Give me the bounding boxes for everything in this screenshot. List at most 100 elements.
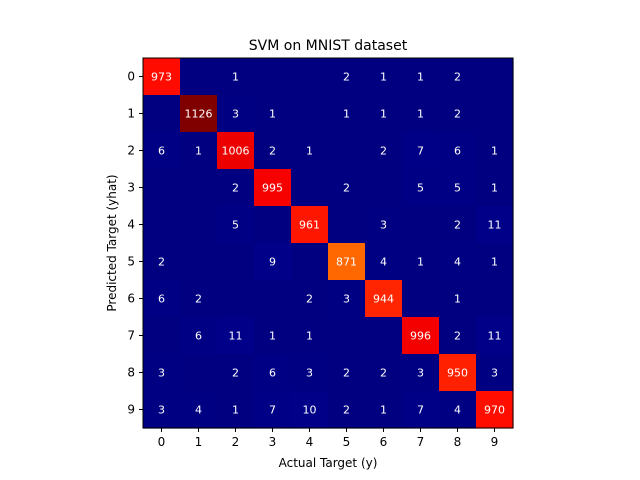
cell-value-label: 7 (417, 145, 424, 158)
cell-value-label: 4 (454, 404, 461, 417)
y-tick-label: 6 (127, 292, 135, 306)
cell-value-label: 2 (454, 71, 461, 84)
cell-value-label: 1 (232, 404, 239, 417)
cell-value-label: 1 (491, 256, 498, 269)
heatmap-cell (180, 206, 218, 244)
heatmap-cell (439, 95, 477, 133)
heatmap-cell (291, 169, 329, 207)
cell-value-label: 1 (232, 71, 239, 84)
cell-value-label: 1 (417, 108, 424, 121)
cell-value-label: 5 (232, 219, 239, 232)
x-tick-label: 9 (491, 435, 499, 449)
heatmap-cell (328, 354, 366, 392)
heatmap-cell (291, 280, 329, 318)
heatmap-cell (217, 95, 255, 133)
cell-value-label: 6 (269, 367, 276, 380)
cell-value-label: 1 (269, 108, 276, 121)
heatmap-cell (254, 132, 292, 170)
heatmap-cell (291, 95, 329, 133)
cell-value-label: 3 (158, 367, 165, 380)
heatmap-cell (476, 354, 514, 392)
heatmap-cell (402, 391, 440, 429)
heatmap-cell (143, 132, 181, 170)
heatmap-cell (402, 280, 440, 318)
cell-value-label: 1126 (185, 108, 213, 121)
cell-value-label: 3 (380, 219, 387, 232)
cell-value-label: 2 (306, 293, 313, 306)
heatmap-cell (217, 317, 255, 355)
heatmap-cell (180, 58, 218, 96)
cell-value-label: 1 (195, 145, 202, 158)
cell-value-label: 961 (299, 219, 320, 232)
cell-value-label: 3 (343, 293, 350, 306)
heatmap-cell (402, 354, 440, 392)
y-tick-label: 4 (127, 218, 135, 232)
heatmap-cell (365, 391, 403, 429)
x-tick-label: 0 (158, 435, 166, 449)
cell-value-label: 2 (343, 182, 350, 195)
x-tick-label: 3 (269, 435, 277, 449)
cell-value-label: 2 (343, 367, 350, 380)
chart-title: SVM on MNIST dataset (249, 38, 408, 54)
heatmap-cell (254, 206, 292, 244)
heatmap-cell (439, 391, 477, 429)
cell-value-label: 4 (195, 404, 202, 417)
heatmap-cell (217, 206, 255, 244)
heatmap-cell (439, 206, 477, 244)
x-tick-label: 4 (306, 435, 314, 449)
cell-value-label: 4 (454, 256, 461, 269)
cell-value-label: 6 (454, 145, 461, 158)
cell-value-label: 973 (151, 71, 172, 84)
cell-value-label: 2 (454, 219, 461, 232)
heatmap-cell (476, 132, 514, 170)
heatmap-cell (328, 58, 366, 96)
cell-value-label: 1 (417, 71, 424, 84)
heatmap-cell (476, 391, 514, 429)
cell-value-label: 2 (454, 330, 461, 343)
y-axis: 0 1 2 3 4 5 6 7 8 9 (127, 70, 143, 417)
heatmap-cell (143, 169, 181, 207)
cell-value-label: 4 (380, 256, 387, 269)
heatmap-cell (365, 58, 403, 96)
cell-value-label: 2 (380, 367, 387, 380)
cell-value-label: 1 (306, 330, 313, 343)
cell-value-label: 11 (488, 219, 502, 232)
cell-value-label: 10 (303, 404, 317, 417)
heatmap-cell (180, 354, 218, 392)
heatmap-cell (328, 132, 366, 170)
heatmap-cell (291, 206, 329, 244)
heatmap-cell (254, 280, 292, 318)
cell-value-label: 5 (417, 182, 424, 195)
y-tick-label: 0 (127, 70, 135, 84)
heatmap-cell (143, 243, 181, 281)
heatmap-cell (143, 280, 181, 318)
cell-value-label: 3 (491, 367, 498, 380)
cell-value-label: 2 (269, 145, 276, 158)
cell-value-label: 3 (306, 367, 313, 380)
heatmap-cell (476, 206, 514, 244)
cell-value-label: 6 (158, 145, 165, 158)
heatmap-cell (217, 391, 255, 429)
y-tick-label: 1 (127, 107, 135, 121)
heatmap-cell (180, 169, 218, 207)
heatmap-cell (143, 95, 181, 133)
heatmap-cell (143, 354, 181, 392)
cell-value-label: 3 (232, 108, 239, 121)
heatmap-cell (365, 280, 403, 318)
cell-value-label: 9 (269, 256, 276, 269)
cell-value-label: 2 (380, 145, 387, 158)
heatmap-cell (180, 280, 218, 318)
cell-value-label: 871 (336, 256, 357, 269)
plot-frame (142, 57, 514, 429)
heatmap-cell (402, 243, 440, 281)
heatmap-cell (365, 206, 403, 244)
heatmap-cell (328, 169, 366, 207)
heatmap-cell (180, 391, 218, 429)
cell-value-label: 11 (229, 330, 243, 343)
heatmap-cell (328, 243, 366, 281)
heatmap-cell (439, 280, 477, 318)
heatmap-cell (328, 95, 366, 133)
heatmap-cell (439, 169, 477, 207)
heatmap-cell (254, 243, 292, 281)
y-tick-label: 7 (127, 329, 135, 343)
